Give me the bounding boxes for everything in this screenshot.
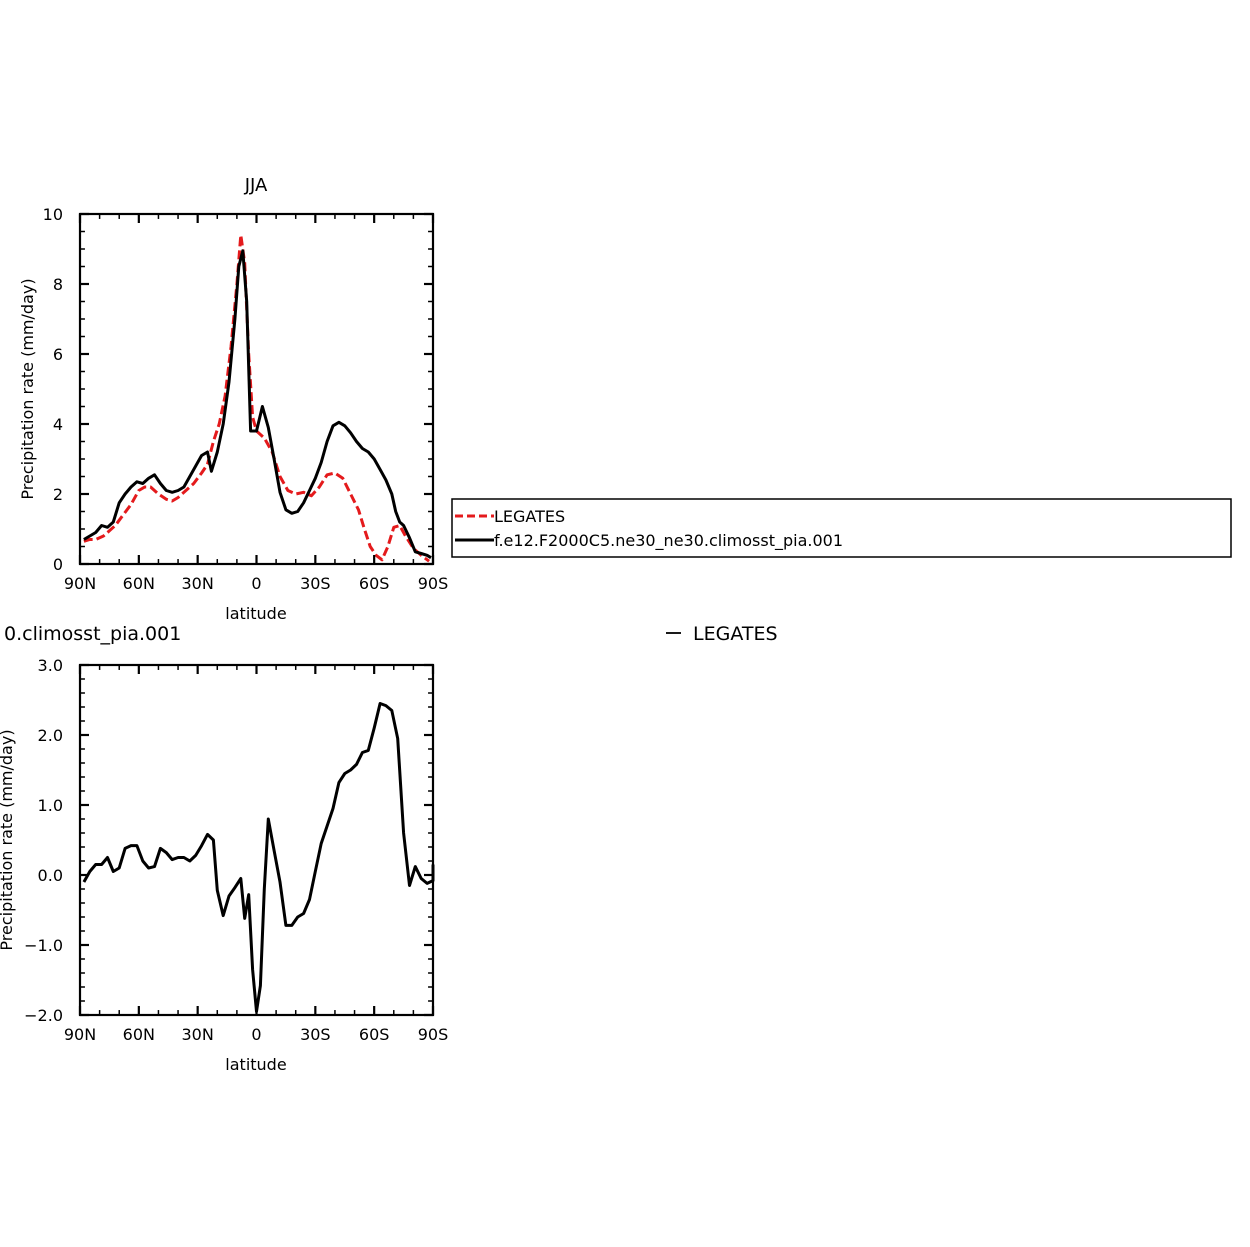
bottom-x-tick-label: 90S bbox=[418, 1025, 449, 1044]
bottom-y-tick-label: 0.0 bbox=[38, 866, 63, 885]
top-x-tick-label: 90N bbox=[64, 574, 96, 593]
bottom-chart-title: 0.climosst_pia.001 bbox=[4, 623, 181, 645]
bottom-x-tick-label: 60N bbox=[123, 1025, 155, 1044]
bottom-y-tick-label: 2.0 bbox=[38, 726, 63, 745]
bottom-tick-marks bbox=[78, 663, 435, 1017]
top-y-tick-label: 6 bbox=[53, 345, 63, 364]
bottom-x-axis-label: latitude bbox=[225, 1055, 286, 1074]
top-y-tick-labels: 0 2 4 6 8 10 bbox=[43, 205, 63, 574]
bottom-x-tick-label: 0 bbox=[251, 1025, 261, 1044]
bottom-x-tick-label: 60S bbox=[359, 1025, 390, 1044]
top-y-tick-label: 2 bbox=[53, 485, 63, 504]
bottom-x-tick-labels: 90N 60N 30N 0 30S 60S 90S bbox=[64, 1025, 448, 1044]
legend-box bbox=[451, 498, 1232, 558]
top-x-tick-label: 60S bbox=[359, 574, 390, 593]
top-panel: JJA 90N 60N 30N 0 30S 60S 90S 0 2 4 6 8 10 latitude… bbox=[18, 175, 1232, 623]
bottom-x-tick-label: 30N bbox=[182, 1025, 214, 1044]
top-x-tick-label: 90S bbox=[418, 574, 449, 593]
bottom-panel: 0.climosst_pia.001 LEGATES 90N 60N 30N 0 30S… bbox=[0, 623, 778, 1074]
bottom-y-tick-label: −1.0 bbox=[24, 936, 63, 955]
top-y-tick-label: 10 bbox=[43, 205, 63, 224]
top-x-tick-label: 60N bbox=[123, 574, 155, 593]
bottom-y-tick-label: −2.0 bbox=[24, 1006, 63, 1025]
top-x-tick-label: 0 bbox=[251, 574, 261, 593]
bottom-series-model-line bbox=[82, 702, 435, 1013]
top-x-tick-label: 30S bbox=[300, 574, 331, 593]
top-x-tick-labels: 90N 60N 30N 0 30S 60S 90S bbox=[64, 574, 448, 593]
top-series-model-line bbox=[83, 249, 432, 559]
top-y-tick-label: 8 bbox=[53, 275, 63, 294]
legend-label-legates: LEGATES bbox=[494, 507, 565, 526]
top-x-axis-label: latitude bbox=[225, 604, 286, 623]
bottom-y-tick-labels: −2.0 −1.0 0.0 1.0 2.0 3.0 bbox=[24, 656, 63, 1025]
top-series-layer bbox=[83, 233, 432, 563]
top-tick-marks bbox=[78, 212, 435, 566]
bottom-x-tick-label: 90N bbox=[64, 1025, 96, 1044]
top-legend: LEGATES f.e12.F2000C5.ne30_ne30.climosst… bbox=[451, 498, 1232, 558]
bottom-y-tick-label: 3.0 bbox=[38, 656, 63, 675]
top-y-tick-label: 4 bbox=[53, 415, 63, 434]
bottom-series-layer bbox=[82, 702, 435, 1013]
legend-label-model: f.e12.F2000C5.ne30_ne30.climosst_pia.001 bbox=[494, 531, 843, 551]
top-x-tick-label: 30N bbox=[182, 574, 214, 593]
top-y-tick-label: 0 bbox=[53, 555, 63, 574]
bottom-chart-subtitle: LEGATES bbox=[693, 623, 778, 645]
bottom-y-tick-label: 1.0 bbox=[38, 796, 63, 815]
bottom-x-tick-label: 30S bbox=[300, 1025, 331, 1044]
bottom-y-axis-label: Precipitation rate (mm/day) bbox=[0, 729, 16, 950]
top-chart-title: JJA bbox=[244, 175, 268, 196]
top-y-axis-label: Precipitation rate (mm/day) bbox=[18, 278, 37, 499]
